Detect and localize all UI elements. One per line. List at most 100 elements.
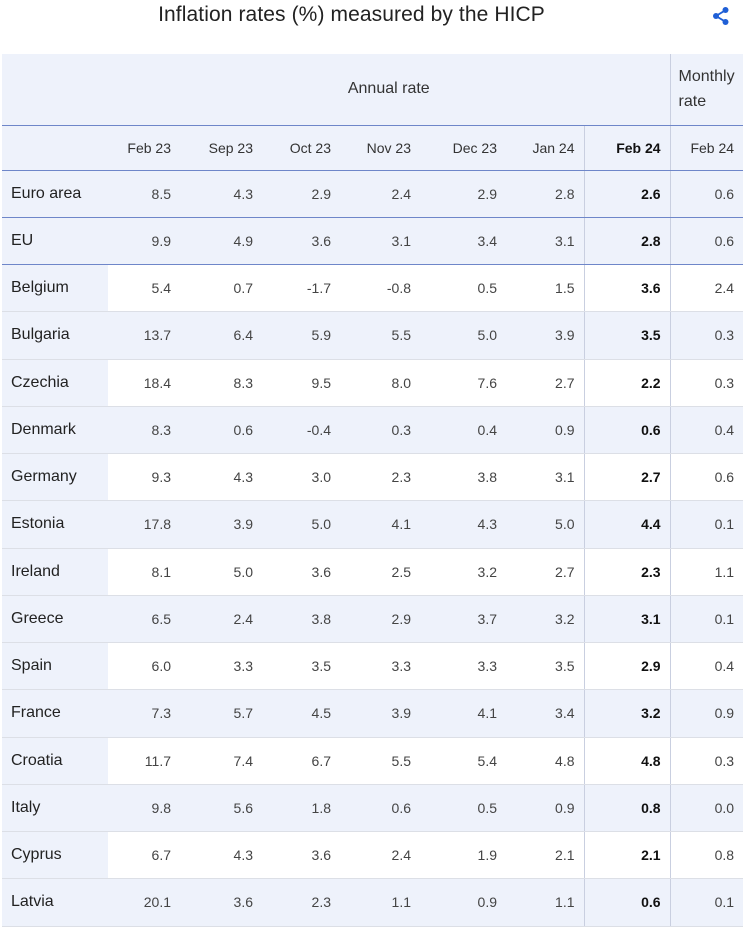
table-cell: 2.4 (670, 264, 744, 313)
row-label-header (2, 125, 108, 171)
table-cell: 18.4 (108, 359, 180, 407)
column-header: Nov 23 (340, 125, 420, 171)
row-label: EU (2, 217, 108, 266)
table-cell: 2.9 (262, 170, 340, 218)
table-body: Euro area 8.5 4.3 2.9 2.4 2.9 2.8 2.6 0.6 EU 9.9 4.… (2, 170, 744, 927)
table-cell: 8.1 (108, 548, 180, 596)
column-header: Jan 24 (506, 125, 585, 171)
table-cell: 0.6 (584, 878, 671, 927)
row-label: Denmark (2, 406, 108, 455)
table-cell: 4.4 (584, 500, 671, 549)
table-cell: 9.8 (108, 784, 180, 833)
table-cell: 2.8 (584, 217, 671, 266)
table-cell: 0.3 (670, 359, 744, 407)
table-cell: 1.1 (340, 878, 420, 927)
table-cell: 5.0 (262, 500, 340, 549)
table-cell: 4.3 (180, 170, 262, 218)
table-row: Bulgaria 13.7 6.4 5.9 5.5 5.0 3.9 3.5 0.3 (2, 311, 744, 360)
table-cell: 0.5 (420, 264, 506, 313)
table-cell: 17.8 (108, 500, 180, 549)
table-cell: 0.5 (420, 784, 506, 833)
table-cell: 2.5 (340, 548, 420, 596)
table-cell: 3.1 (506, 453, 585, 502)
table-cell: 3.1 (584, 595, 671, 644)
group-header-row: Annual rate Monthly rate (2, 54, 744, 126)
row-label: Spain (2, 642, 108, 691)
table-cell: 6.0 (108, 642, 180, 691)
table-row: Croatia 11.7 7.4 6.7 5.5 5.4 4.8 4.8 0.3 (2, 737, 744, 785)
table-cell: 5.0 (180, 548, 262, 596)
table-cell: 8.3 (108, 406, 180, 455)
table-cell: 7.6 (420, 359, 506, 407)
table-cell: 7.3 (108, 689, 180, 738)
table-cell: 0.1 (670, 878, 744, 927)
table-cell: 0.3 (670, 737, 744, 785)
table-cell: 4.3 (180, 453, 262, 502)
column-header: Sep 23 (180, 125, 262, 171)
row-label: Bulgaria (2, 311, 108, 360)
table-cell: 2.4 (340, 831, 420, 880)
table-cell: 5.0 (420, 311, 506, 360)
table-row: Latvia 20.1 3.6 2.3 1.1 0.9 1.1 0.6 0.1 (2, 878, 744, 927)
table-cell: 0.8 (670, 831, 744, 880)
table-cell: 2.2 (584, 359, 671, 407)
table-cell: 2.3 (584, 548, 671, 596)
table-cell: 0.6 (180, 406, 262, 455)
table-cell: 3.3 (420, 642, 506, 691)
table-cell: 13.7 (108, 311, 180, 360)
table-cell: 11.7 (108, 737, 180, 785)
table-cell: 0.9 (506, 406, 585, 455)
table-cell: 3.1 (340, 217, 420, 266)
table-cell: 2.3 (262, 878, 340, 927)
table-cell: 4.1 (420, 689, 506, 738)
share-icon[interactable] (712, 6, 730, 26)
table-cell: 2.7 (584, 453, 671, 502)
table-cell: 3.4 (506, 689, 585, 738)
table-cell: 2.8 (506, 170, 585, 218)
table-cell: 2.1 (506, 831, 585, 880)
table-cell: 3.2 (420, 548, 506, 596)
table-cell: 0.1 (670, 500, 744, 549)
row-label: France (2, 689, 108, 738)
row-label: Latvia (2, 878, 108, 927)
table-row: Belgium 5.4 0.7 -1.7 -0.8 0.5 1.5 3.6 2.4 (2, 264, 744, 313)
table-row: EU 9.9 4.9 3.6 3.1 3.4 3.1 2.8 0.6 (2, 217, 744, 266)
table-cell: 3.6 (180, 878, 262, 927)
table-cell: 3.5 (584, 311, 671, 360)
table-cell: 1.1 (670, 548, 744, 596)
table-title: Inflation rates (%) measured by the HICP (158, 3, 545, 26)
table-cell: -1.7 (262, 264, 340, 313)
table-cell: 3.7 (420, 595, 506, 644)
table-cell: 4.3 (180, 831, 262, 880)
table-cell: 2.7 (506, 359, 585, 407)
table-row: Denmark 8.3 0.6 -0.4 0.3 0.4 0.9 0.6 0.4 (2, 406, 744, 455)
row-label: Greece (2, 595, 108, 644)
table-cell: 3.3 (340, 642, 420, 691)
table-row: France 7.3 5.7 4.5 3.9 4.1 3.4 3.2 0.9 (2, 689, 744, 738)
table-cell: 0.4 (670, 642, 744, 691)
table-cell: 4.9 (180, 217, 262, 266)
table-cell: 4.3 (420, 500, 506, 549)
monthly-rate-header: Monthly rate (670, 54, 744, 126)
row-label: Estonia (2, 500, 108, 549)
row-label: Cyprus (2, 831, 108, 880)
table-cell: 9.3 (108, 453, 180, 502)
table-cell: 5.0 (506, 500, 585, 549)
table-cell: 2.9 (340, 595, 420, 644)
table-cell: 9.9 (108, 217, 180, 266)
table-cell: 1.9 (420, 831, 506, 880)
table-cell: 3.9 (506, 311, 585, 360)
table-cell: 5.4 (108, 264, 180, 313)
row-label: Belgium (2, 264, 108, 313)
row-label: Ireland (2, 548, 108, 596)
table-cell: 3.2 (584, 689, 671, 738)
table-cell: 5.5 (340, 737, 420, 785)
table-row: Greece 6.5 2.4 3.8 2.9 3.7 3.2 3.1 0.1 (2, 595, 744, 644)
table-cell: 5.4 (420, 737, 506, 785)
table-cell: 3.9 (180, 500, 262, 549)
column-header: Feb 23 (108, 125, 180, 171)
table-cell: 3.8 (262, 595, 340, 644)
table-cell: 1.1 (506, 878, 585, 927)
table-cell: 3.5 (506, 642, 585, 691)
column-header-row: Feb 23 Sep 23 Oct 23 Nov 23 Dec 23 Jan 24 Feb … (2, 125, 744, 171)
